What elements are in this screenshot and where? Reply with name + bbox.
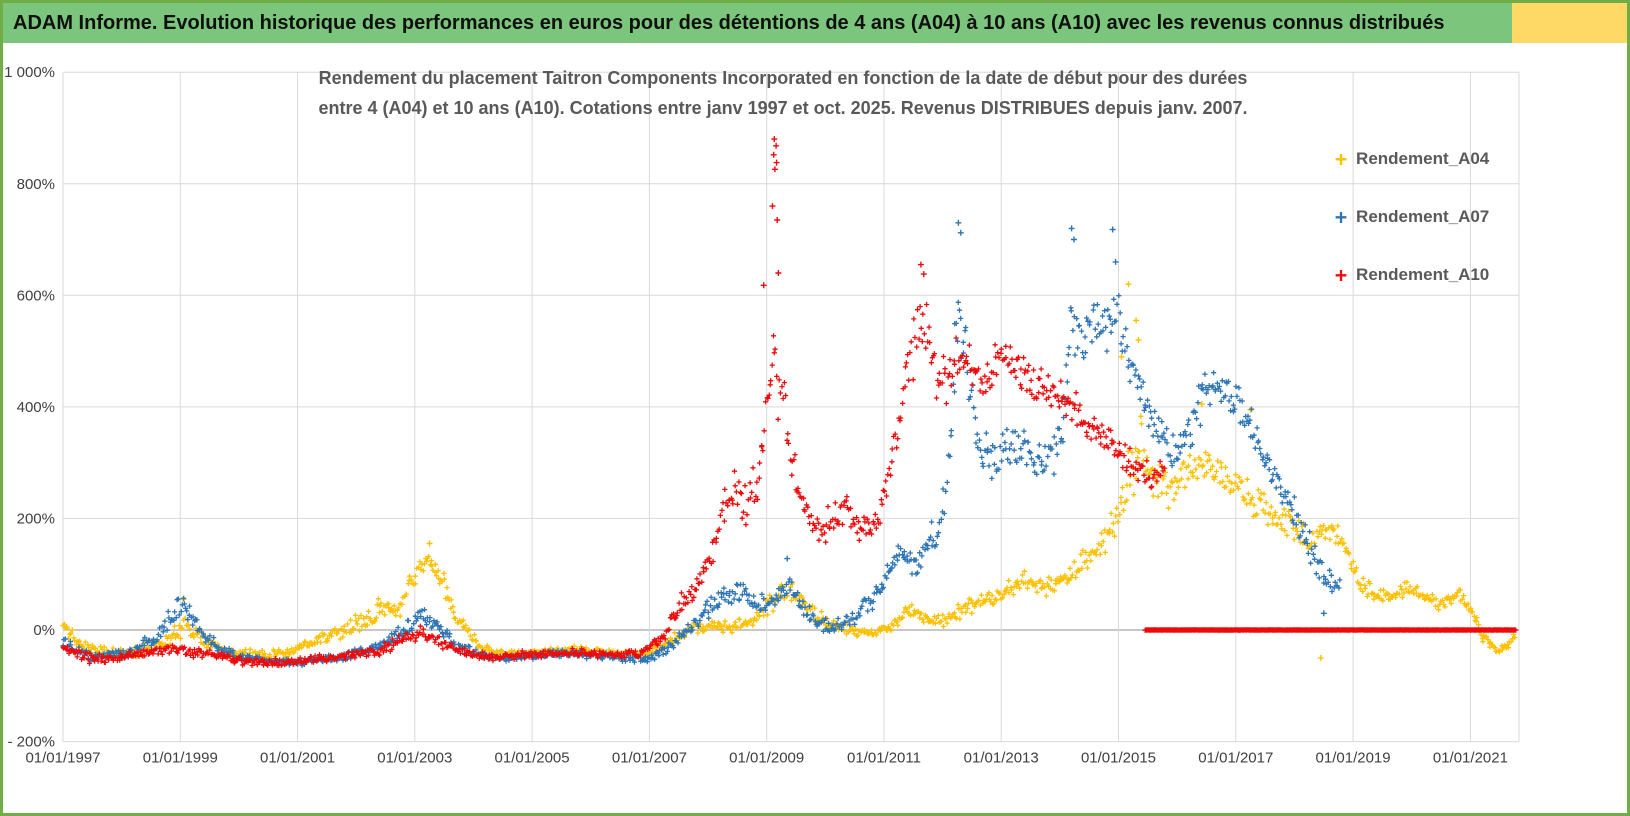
legend-item-Rendement_A04[interactable]: + Rendement_A04 xyxy=(1335,149,1489,169)
chart-legend: + Rendement_A04 + Rendement_A07 + Rendement_A… xyxy=(1335,149,1489,285)
x-tick-label: 01/01/2019 xyxy=(1316,750,1391,767)
legend-plus-marker-icon: + xyxy=(1335,205,1348,229)
performance-scatter-chart[interactable]: 1 000% 800% 600% 400% 200% 0% - 200%01/01/1997… xyxy=(3,3,1627,813)
series-Rendement_A10-outliers xyxy=(760,136,927,289)
y-tick-label: 0% xyxy=(33,622,55,639)
y-tick-label: 600% xyxy=(17,287,55,304)
chart-title: Rendement du placement Taitron Component… xyxy=(283,63,1283,123)
x-tick-label: 01/01/2005 xyxy=(495,750,570,767)
x-tick-label: 01/01/2003 xyxy=(377,750,452,767)
series-Rendement_A10-points-1 xyxy=(1142,627,1519,633)
legend-item-Rendement_A07[interactable]: + Rendement_A07 xyxy=(1335,207,1489,227)
legend-label: Rendement_A04 xyxy=(1356,149,1490,168)
header-title-bar: ADAM Informe. Evolution historique des p… xyxy=(3,3,1512,43)
x-tick-label: 01/01/1997 xyxy=(25,750,100,767)
series-Rendement_A07-points-0 xyxy=(60,293,1343,669)
x-tick-label: 01/01/2007 xyxy=(612,750,687,767)
legend-plus-marker-icon: + xyxy=(1335,147,1348,171)
y-tick-label: 800% xyxy=(17,176,55,193)
x-tick-label: 01/01/2013 xyxy=(964,750,1039,767)
legend-item-Rendement_A10[interactable]: + Rendement_A10 xyxy=(1335,265,1489,285)
y-tick-label: 1 000% xyxy=(4,64,55,81)
chart-title-line1: Rendement du placement Taitron Component… xyxy=(318,68,1248,88)
x-tick-label: 01/01/2001 xyxy=(260,750,335,767)
y-tick-label: 400% xyxy=(17,399,55,416)
x-tick-label: 01/01/2009 xyxy=(729,750,804,767)
legend-label: Rendement_A07 xyxy=(1356,207,1490,226)
x-tick-label: 01/01/2017 xyxy=(1198,750,1273,767)
legend-label: Rendement_A10 xyxy=(1356,265,1490,284)
y-tick-label: - 200% xyxy=(7,734,55,751)
y-tick-label: 200% xyxy=(17,510,55,527)
header-corner-cell xyxy=(1512,3,1627,43)
series-Rendement_A10-points-0 xyxy=(60,301,1168,669)
legend-plus-marker-icon: + xyxy=(1335,263,1348,287)
x-tick-label: 01/01/2021 xyxy=(1433,750,1508,767)
x-tick-label: 01/01/2011 xyxy=(847,750,921,767)
series-Rendement_A07-outliers xyxy=(784,219,1327,617)
x-tick-label: 01/01/2015 xyxy=(1081,750,1156,767)
header-title-text: ADAM Informe. Evolution historique des p… xyxy=(13,11,1445,34)
chart-title-line2: entre 4 (A04) et 10 ans (A10). Cotations… xyxy=(318,98,1248,118)
x-tick-label: 01/01/1999 xyxy=(143,750,218,767)
